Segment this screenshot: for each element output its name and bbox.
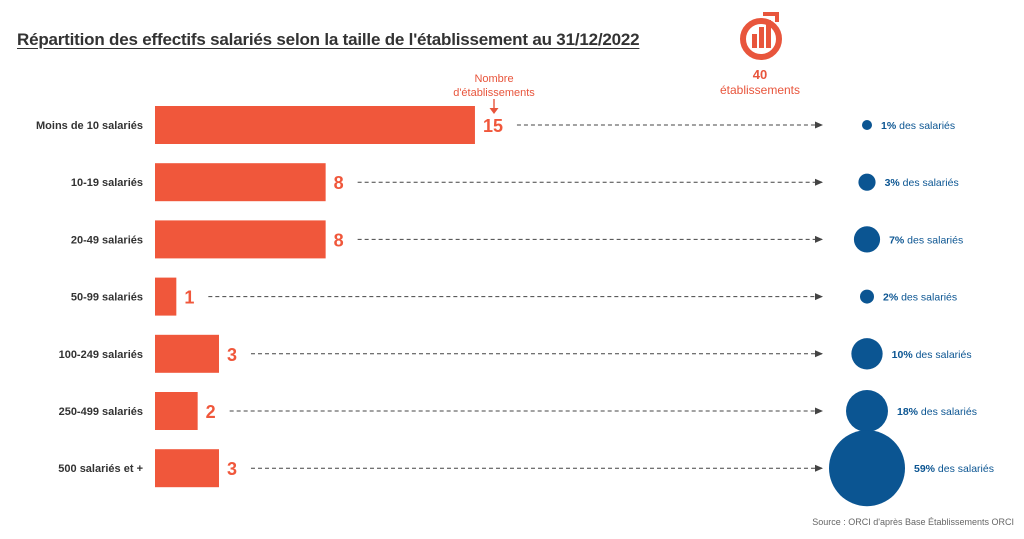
bubble-pct: 2% [883, 292, 899, 304]
bubble-suffix: des salariés [913, 349, 972, 361]
bar [155, 106, 475, 144]
bubble [829, 430, 905, 507]
bar-value-label: 3 [227, 345, 237, 365]
bubble-label: 10% des salariés [892, 349, 972, 361]
bar-value-label: 8 [334, 173, 344, 193]
bar-value-label: 1 [184, 288, 194, 308]
bubble [860, 289, 874, 304]
bar [155, 449, 219, 488]
bubble-pct: 3% [885, 177, 901, 189]
bar [155, 277, 177, 316]
total-establishments-value: 40 [752, 67, 768, 82]
annotation-line-2: d'établissements [453, 87, 535, 99]
category-label: 20-49 salariés [71, 234, 143, 246]
category-label: 10-19 salariés [71, 177, 143, 189]
bar-value-label: 2 [206, 402, 216, 422]
bubble-pct: 10% [892, 349, 914, 361]
bubble-label: 7% des salariés [889, 234, 963, 246]
bar [155, 334, 219, 373]
bubble [853, 226, 881, 253]
bubble-suffix: des salariés [900, 177, 959, 189]
bubble-pct: 18% [897, 406, 919, 418]
bubble-pct: 59% [914, 463, 936, 475]
bar-value-label: 3 [227, 459, 237, 479]
chart-title: Répartition des effectifs salariés selon… [17, 30, 640, 49]
bubble [851, 338, 883, 370]
bar-value-label: 8 [334, 230, 344, 250]
bubble-suffix: des salariés [935, 463, 994, 475]
category-label: 500 salariés et + [58, 463, 143, 475]
bubble-label: 59% des salariés [914, 463, 994, 475]
category-label: 50-99 salariés [71, 292, 143, 304]
chart-logo-icon [740, 12, 782, 60]
bubble-label: 2% des salariés [883, 292, 957, 304]
bubble [858, 173, 876, 191]
bubble-suffix: des salariés [896, 120, 955, 132]
bubble-label: 1% des salariés [881, 120, 955, 132]
annotation-arrow-icon [489, 99, 499, 114]
bubble-suffix: des salariés [898, 292, 957, 304]
total-establishments-label: établissements [719, 83, 801, 97]
bubble-suffix: des salariés [918, 406, 977, 418]
bubble-label: 18% des salariés [897, 406, 977, 418]
annotation-label: Nombre d'établissements [444, 72, 544, 100]
bubble [862, 120, 872, 130]
bar [155, 163, 326, 202]
bar [155, 220, 326, 259]
annotation-line-1: Nombre [474, 73, 514, 85]
bar-value-label: 15 [483, 116, 503, 136]
category-label: Moins de 10 salariés [36, 120, 143, 132]
bubble-pct: 1% [881, 120, 897, 132]
bubble-pct: 7% [889, 234, 905, 246]
bubble [846, 390, 888, 432]
bubble-suffix: des salariés [904, 234, 963, 246]
source-note: Source : ORCI d'après Base Établissement… [812, 517, 1014, 527]
bar [155, 392, 198, 430]
category-label: 250-499 salariés [59, 406, 143, 418]
bubble-label: 3% des salariés [885, 177, 959, 189]
category-label: 100-249 salariés [59, 349, 143, 361]
